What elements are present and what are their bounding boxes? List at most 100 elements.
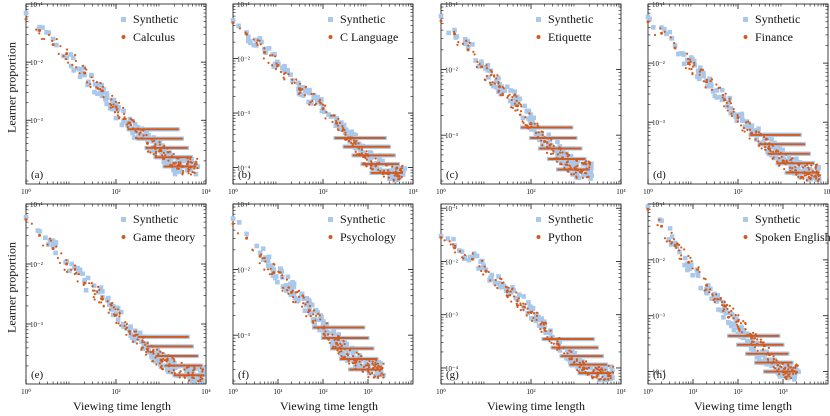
empirical-point bbox=[689, 60, 692, 64]
empirical-point bbox=[551, 152, 555, 155]
empirical-point bbox=[312, 92, 315, 96]
empirical-point bbox=[522, 121, 525, 125]
empirical-point bbox=[698, 73, 701, 76]
synthetic-point bbox=[526, 116, 531, 122]
synthetic-point bbox=[100, 289, 105, 294]
synthetic-point bbox=[688, 55, 694, 60]
synthetic-point bbox=[71, 68, 76, 73]
empirical-point bbox=[89, 85, 92, 89]
empirical-point bbox=[321, 107, 325, 111]
empirical-point bbox=[91, 285, 94, 288]
synthetic-point bbox=[486, 75, 491, 80]
empirical-point bbox=[646, 20, 650, 24]
empirical-point bbox=[158, 143, 162, 146]
empirical-point bbox=[519, 103, 522, 106]
empirical-point bbox=[772, 150, 775, 153]
empirical-point bbox=[818, 174, 821, 177]
empirical-point bbox=[161, 368, 165, 371]
synthetic-point bbox=[107, 302, 112, 307]
synthetic-point bbox=[584, 162, 590, 168]
y-tick-label: 10⁻² bbox=[445, 67, 458, 75]
y-tick-label: 10⁻⁴ bbox=[237, 165, 251, 173]
legend-empirical-marker bbox=[328, 35, 333, 39]
empirical-point bbox=[81, 64, 85, 67]
synthetic-point bbox=[144, 131, 150, 136]
empirical-point bbox=[497, 82, 500, 85]
empirical-point bbox=[73, 264, 77, 267]
empirical-point bbox=[149, 151, 152, 154]
empirical-point bbox=[179, 163, 182, 166]
panel-d: 10⁰ 10² 10⁴ 10⁻¹ 10⁻² 10⁻³ Synthetic Finance (d) bbox=[643, 1, 830, 196]
empirical-point bbox=[83, 281, 87, 285]
empirical-point bbox=[583, 157, 586, 160]
synthetic-point bbox=[672, 43, 678, 48]
empirical-point bbox=[709, 79, 712, 83]
empirical-point bbox=[715, 83, 718, 86]
empirical-point bbox=[357, 142, 360, 145]
legend-empirical-label: C Language bbox=[340, 30, 398, 44]
empirical-point bbox=[748, 122, 751, 125]
empirical-point bbox=[180, 361, 183, 364]
synthetic-point bbox=[498, 89, 503, 95]
synthetic-point bbox=[110, 103, 116, 108]
empirical-point bbox=[110, 98, 113, 101]
empirical-point bbox=[173, 360, 176, 363]
synthetic-point bbox=[271, 64, 277, 69]
synthetic-point bbox=[311, 92, 317, 98]
synthetic-point bbox=[494, 85, 499, 90]
synthetic-point bbox=[659, 25, 664, 30]
empirical-point bbox=[684, 66, 687, 70]
x-tick-label: 10² bbox=[318, 388, 327, 396]
empirical-point bbox=[125, 333, 128, 336]
synthetic-point bbox=[50, 243, 56, 249]
synthetic-point bbox=[555, 150, 561, 156]
empirical-point bbox=[747, 120, 750, 123]
x-tick-label: 10² bbox=[111, 188, 120, 196]
x-tick-label: 10⁰ bbox=[228, 188, 238, 196]
empirical-point bbox=[783, 167, 786, 171]
empirical-point bbox=[258, 39, 261, 42]
empirical-point bbox=[162, 151, 165, 154]
empirical-point bbox=[398, 168, 402, 171]
empirical-point bbox=[705, 80, 709, 84]
empirical-point bbox=[91, 289, 95, 292]
synthetic-point bbox=[742, 124, 748, 129]
y-tick-label: 10⁻¹ bbox=[445, 1, 458, 9]
synthetic-point bbox=[667, 29, 673, 35]
empirical-point bbox=[817, 179, 820, 182]
empirical-point bbox=[815, 177, 818, 180]
empirical-point bbox=[669, 36, 672, 39]
synthetic-point bbox=[104, 91, 110, 96]
empirical-point bbox=[541, 130, 544, 134]
empirical-point bbox=[193, 167, 196, 170]
empirical-point bbox=[794, 166, 797, 169]
empirical-point bbox=[255, 41, 258, 44]
synthetic-point bbox=[86, 79, 91, 85]
synthetic-point bbox=[780, 147, 785, 153]
empirical-point bbox=[92, 79, 95, 82]
empirical-point bbox=[112, 313, 116, 316]
empirical-point bbox=[252, 38, 255, 41]
panel-e: 10⁰ 10² 10⁴ 10⁻¹ 10⁻² 10⁻³ Synthetic Game theor… bbox=[21, 201, 211, 396]
empirical-point bbox=[817, 171, 820, 174]
empirical-point bbox=[113, 111, 117, 114]
empirical-point bbox=[803, 174, 806, 177]
empirical-point bbox=[109, 303, 112, 306]
empirical-point bbox=[401, 171, 404, 174]
synthetic-point bbox=[68, 63, 74, 69]
empirical-point bbox=[40, 37, 44, 41]
synthetic-point bbox=[282, 63, 287, 69]
x-tick-label: 10² bbox=[733, 188, 742, 196]
legend-empirical-label: Finance bbox=[755, 30, 793, 44]
synthetic-point bbox=[508, 88, 514, 93]
empirical-point bbox=[138, 133, 141, 136]
empirical-point bbox=[151, 360, 154, 363]
empirical-point bbox=[291, 78, 294, 81]
empirical-point bbox=[141, 339, 144, 342]
empirical-point bbox=[274, 68, 278, 71]
empirical-point bbox=[466, 48, 470, 52]
empirical-point bbox=[155, 363, 158, 366]
synthetic-point bbox=[153, 351, 158, 356]
empirical-point bbox=[348, 140, 351, 143]
empirical-point bbox=[173, 162, 176, 166]
